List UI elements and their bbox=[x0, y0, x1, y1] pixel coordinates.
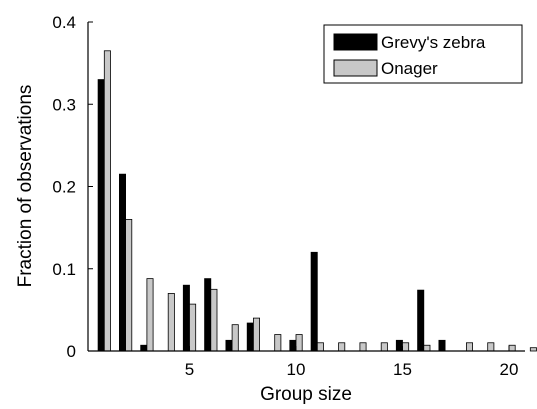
legend-label-grevys-zebra: Grevy's zebra bbox=[381, 33, 486, 52]
legend-swatch-onager bbox=[333, 59, 378, 77]
x-tick-label-5: 5 bbox=[185, 360, 194, 379]
legend: Grevy's zebra Onager bbox=[323, 24, 523, 84]
bar-onager-2 bbox=[125, 218, 133, 352]
bar-onager-5 bbox=[189, 303, 197, 352]
bar-onager-3 bbox=[146, 278, 154, 352]
bar-onager-9 bbox=[274, 334, 282, 352]
bar-onager-11 bbox=[316, 342, 324, 352]
bar-onager-6 bbox=[210, 288, 218, 352]
bar-grevys-zebra-16 bbox=[417, 289, 425, 352]
bar-onager-20 bbox=[508, 344, 516, 352]
y-tick-label-0.1: 0.1 bbox=[52, 260, 76, 279]
x-tick-label-10: 10 bbox=[287, 360, 306, 379]
bar-grevys-zebra-17 bbox=[438, 339, 446, 352]
bar-onager-1 bbox=[103, 50, 111, 352]
y-tick-label-0.3: 0.3 bbox=[52, 95, 76, 114]
legend-swatch-grevys-zebra bbox=[333, 33, 378, 51]
bar-grevys-zebra-15 bbox=[395, 339, 403, 352]
y-tick-label-0.4: 0.4 bbox=[52, 13, 76, 32]
x-tick-label-20: 20 bbox=[500, 360, 519, 379]
bar-grevys-zebra-3 bbox=[140, 344, 148, 352]
bar-onager-21 bbox=[529, 347, 537, 352]
bar-grevys-zebra-7 bbox=[225, 339, 233, 352]
legend-label-onager: Onager bbox=[381, 59, 438, 78]
bar-grevys-zebra-1 bbox=[97, 79, 105, 352]
bar-onager-15 bbox=[402, 342, 410, 352]
bar-onager-19 bbox=[487, 342, 495, 352]
bar-grevys-zebra-8 bbox=[246, 322, 254, 352]
bar-onager-7 bbox=[231, 324, 239, 352]
bar-grevys-zebra-11 bbox=[310, 251, 318, 352]
bar-grevys-zebra-10 bbox=[289, 339, 297, 352]
bar-onager-10 bbox=[295, 334, 303, 352]
bar-grevys-zebra-6 bbox=[204, 278, 212, 352]
y-axis-title: Fraction of observations bbox=[15, 85, 36, 288]
ticks-layer: 5101520253000.10.20.30.4 bbox=[52, 13, 519, 379]
bar-onager-13 bbox=[359, 342, 367, 352]
bar-onager-4 bbox=[167, 293, 175, 352]
y-tick-label-0.2: 0.2 bbox=[52, 178, 76, 197]
bar-grevys-zebra-5 bbox=[182, 284, 190, 352]
bar-grevys-zebra-2 bbox=[119, 173, 127, 352]
bar-onager-18 bbox=[465, 342, 473, 352]
bar-onager-8 bbox=[252, 317, 260, 352]
bar-onager-14 bbox=[380, 342, 388, 352]
x-axis-title: Group size bbox=[260, 384, 352, 405]
bars-layer bbox=[97, 50, 537, 352]
x-tick-label-15: 15 bbox=[393, 360, 412, 379]
bar-onager-16 bbox=[423, 344, 431, 352]
bar-onager-12 bbox=[338, 342, 346, 352]
y-tick-label-0: 0 bbox=[67, 342, 76, 361]
